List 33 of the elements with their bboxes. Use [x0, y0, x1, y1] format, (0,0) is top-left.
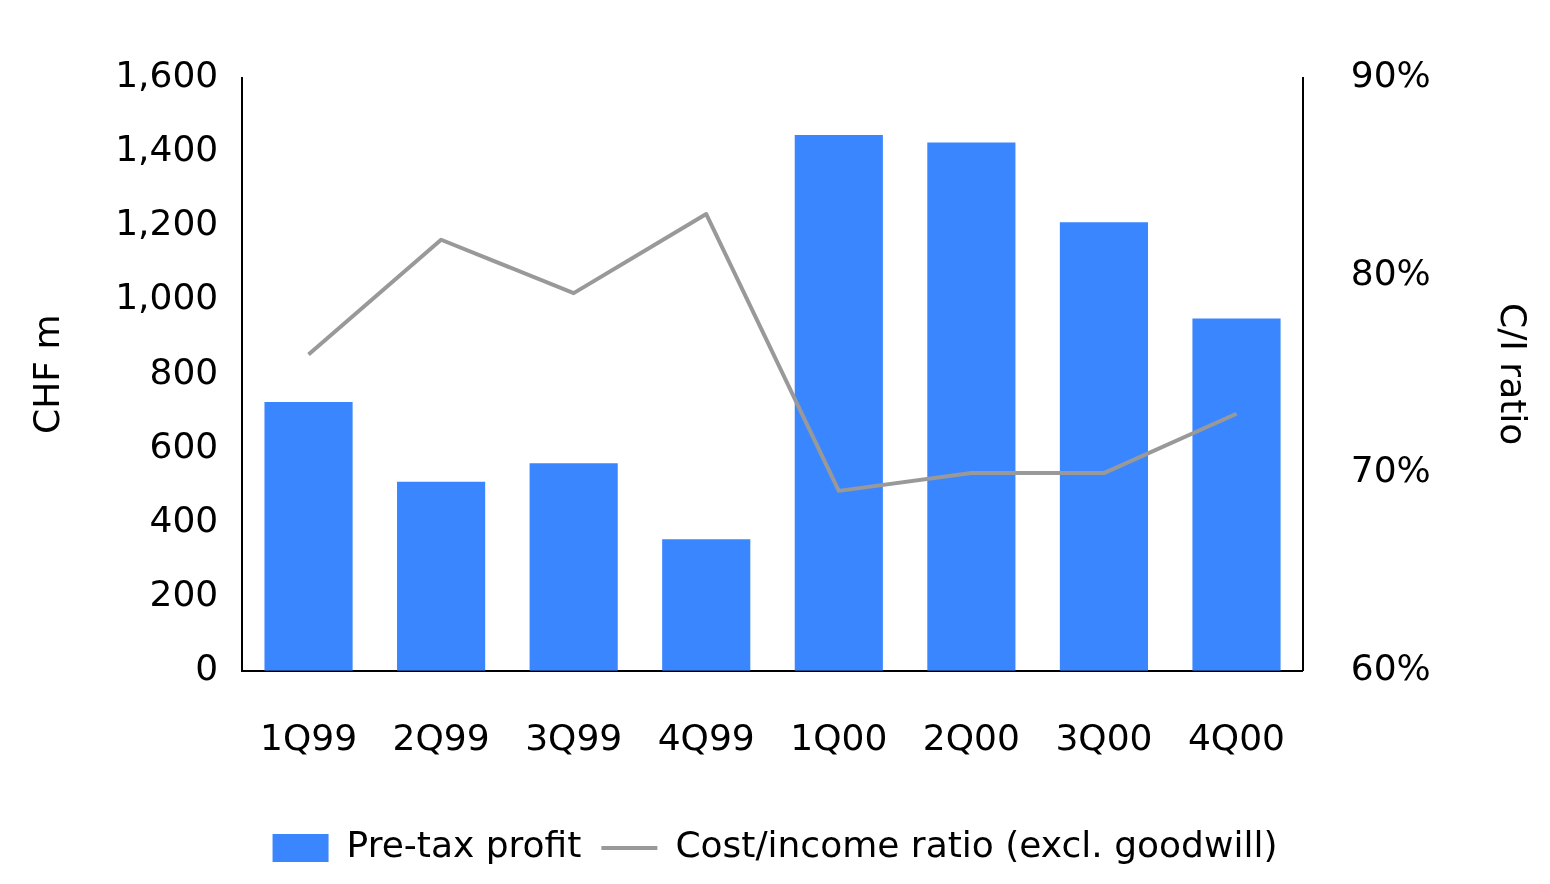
bar — [927, 142, 1016, 671]
x-tick-label: 3Q00 — [1055, 716, 1153, 758]
bar — [529, 463, 618, 671]
y-tick-label: 1,400 — [115, 128, 219, 170]
legend-label: Cost/income ratio (excl. goodwill) — [675, 824, 1278, 866]
y-tick-label: 200 — [149, 573, 219, 615]
y2-tick-label: 80% — [1350, 251, 1431, 293]
y2-tick-label: 90% — [1350, 53, 1431, 95]
x-tick-label: 1Q00 — [790, 716, 888, 758]
bar — [397, 481, 486, 671]
y2-tick-label: 70% — [1350, 449, 1431, 491]
y2-axis-title: C/I ratio — [1493, 303, 1535, 446]
x-tick-label: 3Q99 — [525, 716, 623, 758]
legend-label: Pre-tax profit — [346, 824, 582, 866]
x-tick-label: 4Q99 — [657, 716, 755, 758]
y-tick-label: 1,000 — [115, 276, 219, 318]
y-tick-label: 1,200 — [115, 202, 219, 244]
x-tick-label: 1Q99 — [260, 716, 358, 758]
y-tick-label: 0 — [195, 647, 219, 689]
bar — [264, 402, 353, 671]
y-tick-label: 600 — [149, 424, 219, 466]
y-axis-title: CHF m — [25, 314, 67, 434]
y-tick-label: 800 — [149, 350, 219, 392]
x-tick-label: 2Q99 — [392, 716, 490, 758]
bar — [1059, 222, 1149, 671]
x-tick-label: 2Q00 — [922, 716, 1020, 758]
y-tick-label: 1,600 — [115, 53, 219, 95]
bar — [794, 135, 883, 671]
bar — [1192, 318, 1281, 671]
y2-tick-label: 60% — [1350, 647, 1431, 689]
x-tick-label: 4Q00 — [1187, 716, 1286, 758]
y-tick-label: 400 — [149, 498, 219, 540]
bar — [662, 539, 751, 671]
